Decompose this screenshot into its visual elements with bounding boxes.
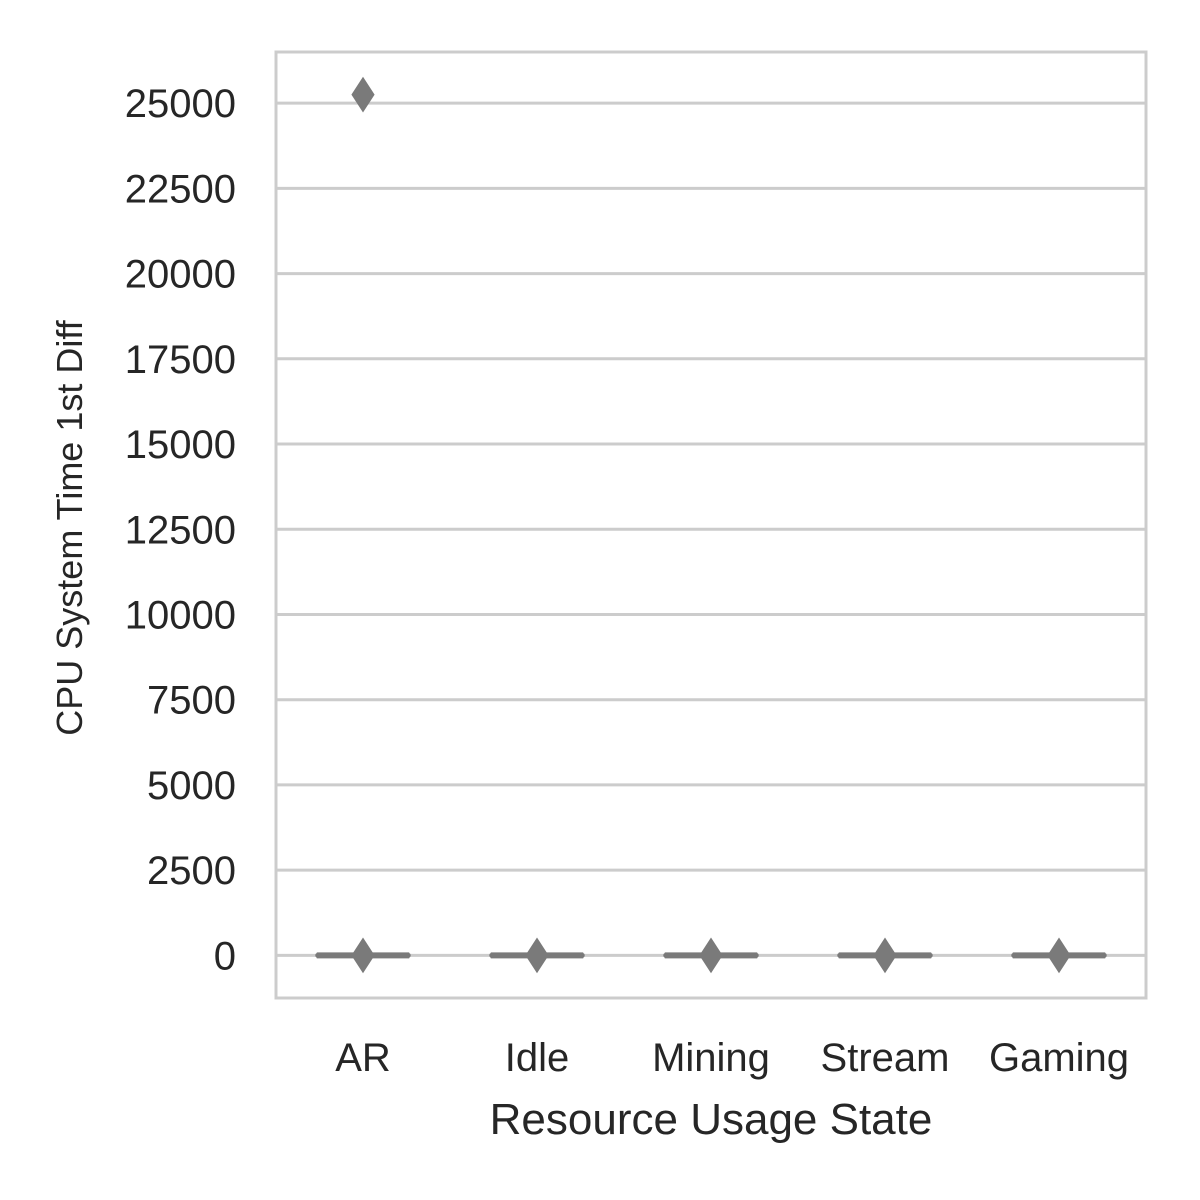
y-tick-label: 25000 <box>125 82 236 126</box>
box-stream <box>837 937 933 974</box>
y-tick-label: 17500 <box>125 338 236 382</box>
box-idle <box>489 937 585 974</box>
outlier-marker <box>699 937 723 974</box>
y-tick-labels: 0 2500 5000 7500 10000 12500 15000 17500 20000 22… <box>125 82 236 978</box>
x-tick-label: Idle <box>505 1036 570 1080</box>
y-tick-label: 15000 <box>125 423 236 467</box>
plot-area-frame <box>274 50 1148 1000</box>
outlier-marker <box>351 937 375 974</box>
outlier-marker <box>1047 937 1071 974</box>
y-tick-label: 10000 <box>125 593 236 637</box>
y-tick-label: 0 <box>214 934 236 978</box>
x-axis-label: Resource Usage State <box>490 1095 933 1144</box>
x-tick-label: Mining <box>652 1036 770 1080</box>
y-tick-label: 20000 <box>125 253 236 297</box>
gridlines <box>276 101 1146 957</box>
x-tick-labels: AR Idle Mining Stream Gaming <box>335 1036 1129 1080</box>
y-tick-label: 5000 <box>147 764 236 808</box>
box-mining <box>663 937 759 974</box>
y-tick-label: 22500 <box>125 167 236 211</box>
box-gaming <box>1011 937 1107 974</box>
y-tick-label: 12500 <box>125 508 236 552</box>
box-ar <box>315 76 411 974</box>
y-tick-label: 7500 <box>147 679 236 723</box>
outlier-marker <box>873 937 897 974</box>
x-tick-label: Stream <box>821 1036 950 1080</box>
box-marks <box>315 76 1107 974</box>
y-axis-label: CPU System Time 1st Diff <box>49 319 90 735</box>
y-tick-label: 2500 <box>147 849 236 893</box>
outlier-marker <box>525 937 549 974</box>
outlier-marker <box>351 76 375 113</box>
x-tick-label: AR <box>335 1036 391 1080</box>
x-tick-label: Gaming <box>989 1036 1129 1080</box>
